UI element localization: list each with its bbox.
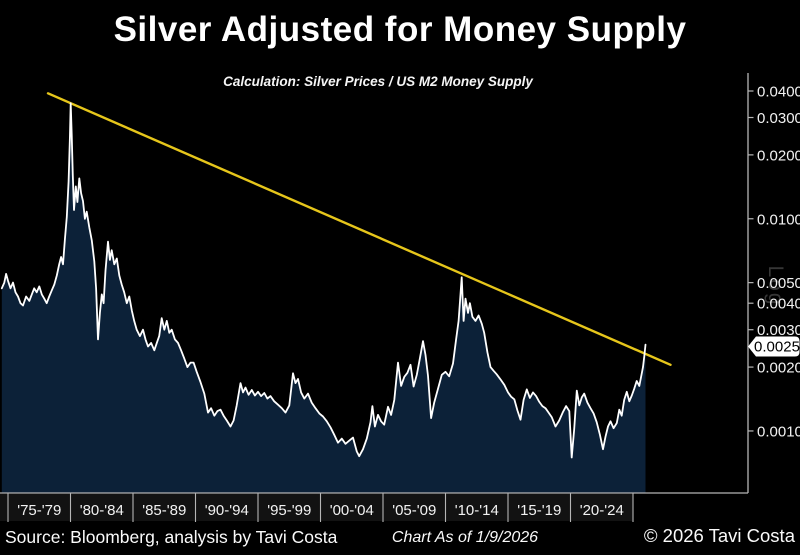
y-tick-label: 0.0300: [757, 110, 800, 127]
x-axis-strip: [0, 494, 633, 521]
as-of-note: Chart As of 1/9/2026: [391, 529, 539, 546]
y-tick-label: 0.0050: [757, 275, 800, 292]
x-band-label: '00-'04: [330, 502, 374, 519]
x-band-label: '80-'84: [80, 502, 124, 519]
log-scale-watermark: Log: [764, 265, 787, 306]
x-band-label: '20-'24: [580, 502, 624, 519]
y-tick-label: 0.0400: [757, 84, 800, 101]
page-title: Silver Adjusted for Money Supply: [113, 10, 687, 49]
x-band-label: '95-'99: [267, 502, 311, 519]
trendline: [46, 92, 672, 367]
y-tick-label: 0.0010: [757, 423, 800, 440]
copyright-note: © 2026 Tavi Costa: [643, 525, 795, 546]
last-value-label: 0.0025: [754, 339, 800, 356]
area-fill: [1, 103, 646, 494]
y-tick-label: 0.0030: [757, 322, 800, 339]
y-tick-label: 0.0200: [757, 147, 800, 164]
y-tick-label: 0.0020: [757, 360, 800, 377]
price-line: [0, 102, 647, 459]
x-band-label: '05-'09: [392, 502, 436, 519]
chart-subtitle: Calculation: Silver Prices / US M2 Money…: [223, 74, 533, 89]
y-tick-label: 0.0040: [757, 296, 800, 313]
x-band-label: '75-'79: [17, 502, 61, 519]
y-tick-label: 0.0100: [757, 211, 800, 228]
x-band-label: '90-'94: [205, 502, 249, 519]
source-note: Source: Bloomberg, analysis by Tavi Cost…: [5, 527, 338, 547]
last-value-callout: [748, 336, 800, 357]
x-band-label: '85-'89: [142, 502, 186, 519]
x-band-label: '10-'14: [455, 502, 499, 519]
x-band-label: '15-'19: [517, 502, 561, 519]
